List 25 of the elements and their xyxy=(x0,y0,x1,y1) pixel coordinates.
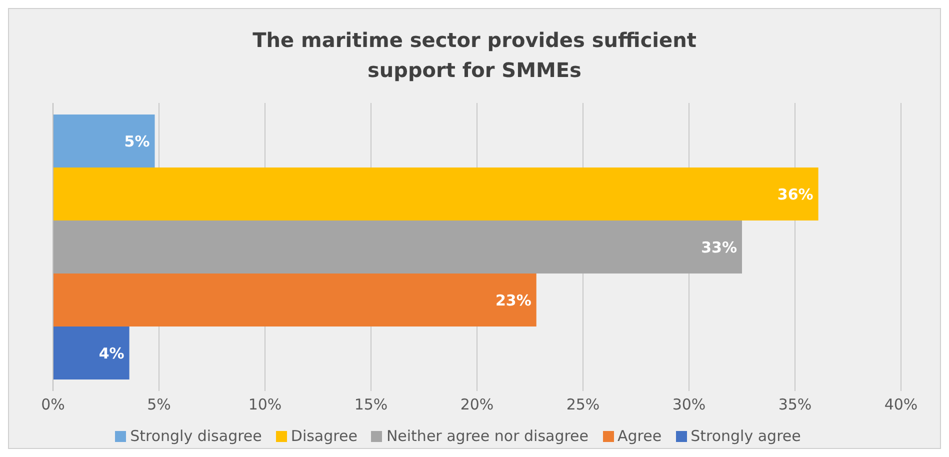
bar xyxy=(53,168,818,221)
x-tick-label: 15% xyxy=(354,396,388,414)
data-label: 33% xyxy=(701,238,737,256)
x-tick-label: 5% xyxy=(147,396,171,414)
x-tick-label: 10% xyxy=(248,396,282,414)
bar xyxy=(53,114,155,168)
x-tick-label: 30% xyxy=(672,396,706,414)
x-tick-label: 25% xyxy=(566,396,600,414)
data-label: 5% xyxy=(124,132,150,150)
data-label: 4% xyxy=(98,344,124,362)
x-tick-label: 35% xyxy=(778,396,812,414)
data-label: 36% xyxy=(777,185,814,204)
legend-label: Strongly disagree xyxy=(129,427,262,445)
legend-label: Disagree xyxy=(290,427,358,445)
chart-title: The maritime sector provides sufficient support for SMMEs xyxy=(252,27,698,84)
data-label: 23% xyxy=(495,291,532,310)
bar xyxy=(53,220,742,274)
bar xyxy=(53,326,130,380)
legend-label: Strongly agree xyxy=(690,427,801,445)
x-tick-label: 20% xyxy=(460,396,494,414)
legend-label: Neither agree nor disagree xyxy=(385,427,589,445)
bar xyxy=(53,274,536,327)
legend-label: Agree xyxy=(616,427,662,445)
x-tick-label: 0% xyxy=(41,396,65,414)
x-tick-label: 40% xyxy=(884,396,918,414)
